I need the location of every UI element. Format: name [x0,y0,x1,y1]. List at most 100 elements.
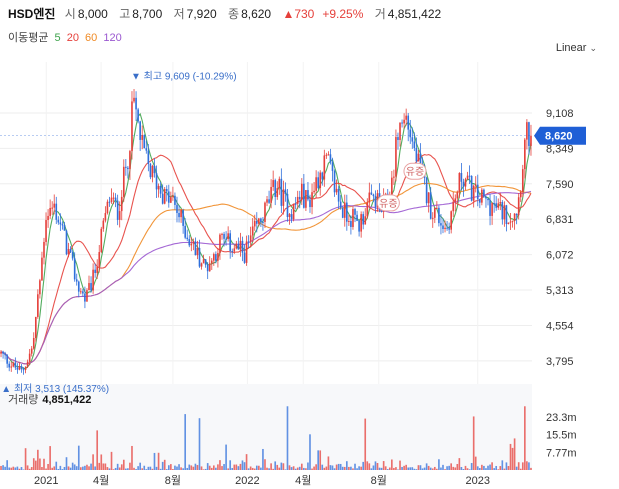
candle-body [266,199,268,203]
volume-bar [145,469,148,470]
volume-bar [163,459,166,470]
candle-body [511,220,514,222]
volume-bar [125,468,127,470]
volume-bar [487,465,489,470]
volume-bar [47,463,49,470]
volume-bar [368,463,371,470]
candle-body [346,202,348,222]
candle-body [315,177,317,191]
volume-bar [341,466,344,470]
high-annotation: ▼ 최고 9,609 (-10.29%) [131,71,237,83]
candle-body [479,199,481,203]
volume-bar [120,464,123,470]
event-label: 유증 [406,166,424,178]
open-value: 8,000 [77,7,108,21]
candle-body [454,198,457,202]
volume-bar [231,467,234,470]
volume-bar [170,464,172,470]
volume-bar [159,468,162,470]
volume-bar [86,464,88,470]
candle-body [67,248,70,255]
volume-bar [526,461,528,470]
candle-body [368,192,371,203]
volume-bar [157,452,160,470]
candle-body [102,220,105,229]
candle-body [331,162,334,171]
volume-bar [472,416,475,470]
candle-body [151,165,154,178]
volume-bar [317,450,319,470]
volume-bar [468,469,471,470]
volume-header-value: 4,851,422 [42,394,92,406]
volume-bar [399,460,401,470]
candle-body [307,190,309,200]
ma-legend-60[interactable]: 60 [85,32,98,44]
candle-body [106,201,109,214]
candle-body [327,154,330,156]
volume-bar [288,465,291,470]
volume-bar [24,448,27,470]
price-tick-label: 3,795 [546,356,574,368]
volume-bar [327,456,330,470]
candle-body [122,166,125,197]
scale-dropdown[interactable]: Linear ⌄ [556,42,597,54]
candle-body [145,148,148,151]
candle-body [472,185,475,201]
candle-body [507,222,510,225]
volume-bar [454,467,457,470]
scale-dropdown-value: Linear [555,42,587,54]
candle-body [55,203,58,220]
candle-body [442,225,444,229]
volume-bar [206,463,209,470]
candle-body [153,165,156,174]
candle-body [69,248,72,253]
volume-bar [380,467,383,470]
candle-body [413,141,416,149]
candle-body [80,291,82,293]
candle-body [282,189,285,206]
price-tick-label: 8,349 [546,143,574,155]
volume-bar [421,468,424,470]
volume-bar [384,466,387,470]
candle-body [139,121,141,140]
candle-body [509,221,512,223]
candle-body [18,366,21,370]
volume-bar [221,466,223,470]
volume-bar [391,459,393,470]
candle-body [28,353,31,362]
candle-body [524,139,526,170]
volume-bar [82,466,84,470]
volume-bar [501,460,504,470]
price-tick-label: 7,590 [546,179,574,191]
candle-body [127,167,129,170]
volume-bar [118,467,121,470]
ma-legend-5[interactable]: 5 [54,32,61,44]
candle-body [358,220,360,232]
ma-legend-120[interactable]: 120 [103,32,122,44]
ma-legend-20[interactable]: 20 [66,32,79,44]
volume-bar [63,466,66,470]
volume-bar [262,448,264,470]
candle-body [405,115,407,120]
volume-bar [466,468,469,470]
candle-body [360,214,362,232]
candle-body [206,264,209,272]
volume-bar [229,460,232,470]
volume-bar [147,466,150,470]
candle-body [192,241,195,244]
candle-body [300,183,303,200]
volume-bar [388,467,391,470]
candle-body [485,196,487,199]
low-value: 7,920 [186,7,217,21]
volume-bar [194,463,197,470]
event-label: 유증 [379,198,397,210]
volume-bar [519,468,522,470]
volume-bar [67,466,70,470]
volume-bar [485,468,487,470]
candle-body [0,351,2,354]
volume-tick-label: 7.77m [546,447,577,459]
candle-body [280,178,283,206]
candle-body [73,258,76,280]
candle-body [237,243,240,250]
